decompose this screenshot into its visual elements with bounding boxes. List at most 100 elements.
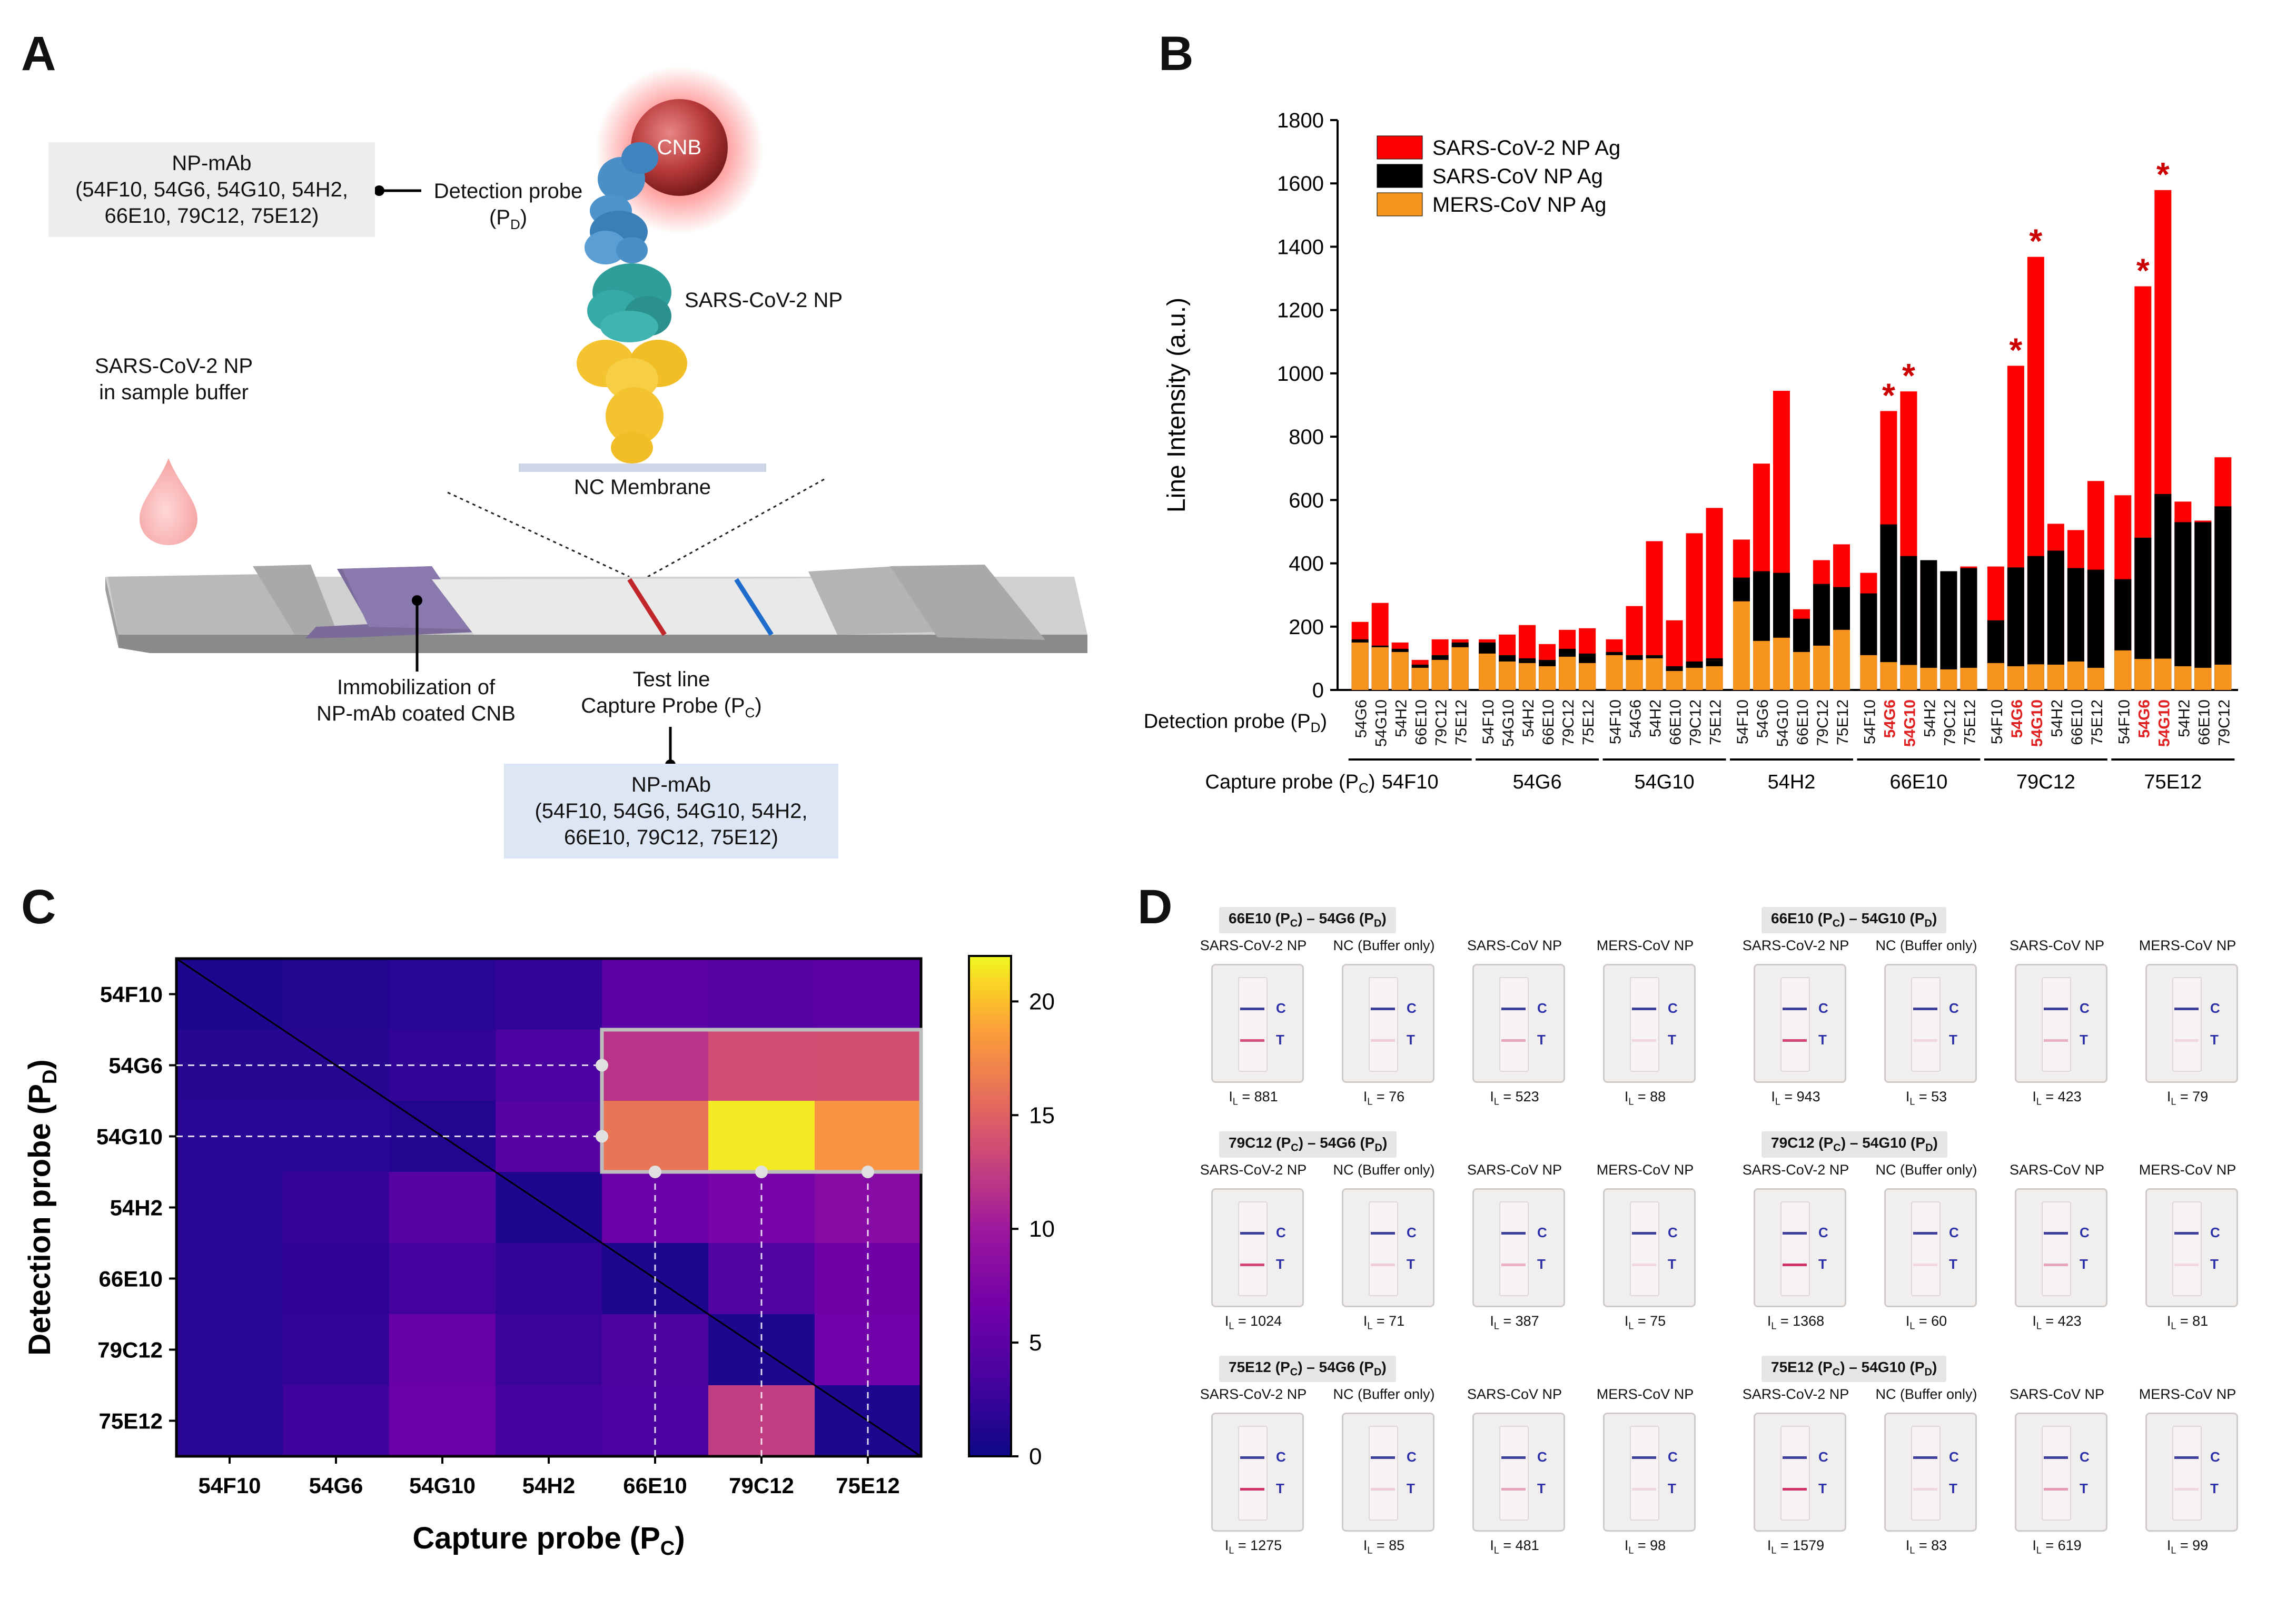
strip-window [1238, 1426, 1268, 1521]
strip-column-label: SARS-CoV NP [1467, 938, 1562, 953]
strip-test-line [1371, 1264, 1395, 1266]
strip-c-marker: C [1668, 1449, 1678, 1465]
detection-tick-label: 54H2 [1921, 699, 1938, 737]
sample-line2: in sample buffer [99, 381, 249, 404]
heatmap-cell [283, 1314, 390, 1386]
bar-mers [1987, 663, 2004, 690]
strip-control-line [2044, 1232, 2068, 1235]
line-intensity-value: IL = 85 [1363, 1537, 1405, 1556]
heatmap-cell [815, 959, 922, 1030]
bar-mers [1686, 667, 1703, 690]
detection-tick-label: 79C12 [1433, 699, 1450, 746]
y-tick-label: 400 [1289, 553, 1324, 576]
strip-test-line [1783, 1488, 1807, 1491]
legend-swatch [1377, 164, 1423, 188]
strip-control-line [1240, 1232, 1264, 1235]
strip-control-line [1371, 1232, 1395, 1235]
bar-mers [1451, 647, 1469, 690]
bar-mers [1666, 670, 1683, 690]
bar-mers [2047, 664, 2064, 690]
detection-probe-label: Detection probe (PD) [424, 178, 592, 233]
strip-column-label: SARS-CoV-2 NP [1742, 1162, 1849, 1178]
detection-tick-label: 54H2 [1520, 699, 1537, 737]
strip-column-label: SARS-CoV-2 NP [1200, 1386, 1307, 1402]
bar-mers [1411, 667, 1429, 690]
strip-t-marker: T [2080, 1256, 2088, 1272]
y-tick-label: 1600 [1277, 172, 1324, 195]
bar-mers [1391, 652, 1409, 690]
bar-mers [1371, 647, 1389, 690]
bar-mers [1793, 652, 1810, 690]
strip-t-marker: T [1537, 1256, 1546, 1272]
strip-window [1780, 977, 1810, 1072]
y-axis-label: Line Intensity (a.u.) [1163, 298, 1191, 512]
strip-window [1780, 1426, 1810, 1521]
panel-a-illustration [105, 66, 1087, 770]
line-intensity-value: IL = 1579 [1767, 1537, 1825, 1556]
strip-column-label: NC (Buffer only) [1333, 1162, 1435, 1178]
detection-tick-label: 79C12 [1814, 699, 1832, 746]
capture-group-label: 66E10 [1889, 771, 1947, 793]
test-line-line1: Test line [632, 668, 710, 691]
line-intensity-value: IL = 53 [1905, 1089, 1947, 1107]
strip-column-label: NC (Buffer only) [1875, 938, 1977, 953]
detection-tick-label: 54H2 [1647, 699, 1665, 737]
strip-window [2042, 1201, 2071, 1296]
heatmap-cell [602, 959, 709, 1030]
x-tick-label: 54F10 [198, 1473, 261, 1498]
strip-control-line [2044, 1456, 2068, 1459]
heatmap-cell [815, 1101, 922, 1172]
detection-tick-label: 54F10 [1480, 699, 1497, 744]
strip-test-line [2044, 1488, 2068, 1491]
strip-window [1630, 1426, 1659, 1521]
line-intensity-value: IL = 1275 [1224, 1537, 1282, 1556]
detection-tick-label: 54H2 [2048, 699, 2066, 737]
heatmap-cell [389, 1172, 496, 1244]
strip-window [1369, 1426, 1398, 1521]
detection-tick-label: 66E10 [1794, 699, 1812, 745]
sample-label: SARS-CoV-2 NP in sample buffer [74, 353, 274, 406]
line-intensity-value: IL = 60 [1905, 1313, 1947, 1331]
heatmap-cell [815, 1030, 922, 1101]
strip-c-marker: C [1949, 1225, 1959, 1240]
detection-probe-line2: (PD) [489, 206, 528, 232]
strip-control-line [1632, 1456, 1656, 1459]
x-tick-label: 66E10 [623, 1473, 687, 1498]
detection-probe-line1: Detection probe [433, 180, 583, 203]
strip-t-marker: T [1537, 1481, 1546, 1496]
x-tick-label: 54H2 [522, 1473, 575, 1498]
strip-column-label: MERS-CoV NP [1596, 938, 1694, 953]
strip-t-marker: T [2080, 1481, 2088, 1496]
strip-test-line [627, 578, 667, 636]
detection-tick-label: 54F10 [1988, 699, 2006, 744]
significance-star: * [1902, 357, 1915, 394]
significance-star: * [2029, 222, 2042, 260]
detection-tick-label: 54G10 [2028, 699, 2046, 747]
y-tick-label: 54H2 [110, 1196, 163, 1220]
detection-tick-label: 79C12 [1941, 699, 1958, 746]
bar-mers [1351, 642, 1369, 690]
legend-swatch [1377, 192, 1423, 216]
detection-tick-label: 79C12 [1687, 699, 1705, 746]
strip-control-line [734, 578, 774, 636]
detection-tick-label: 54G10 [1500, 699, 1517, 747]
strip-c-marker: C [2080, 1225, 2090, 1240]
detection-tick-label: 66E10 [1540, 699, 1557, 745]
strip-c-marker: C [1407, 1449, 1417, 1465]
capture-group-label: 54G6 [1513, 771, 1562, 793]
strip-column-label: SARS-CoV NP [2009, 938, 2105, 953]
strip-c-marker: C [1949, 1000, 1959, 1016]
detection-tick-label: 54G6 [1754, 699, 1772, 738]
strip-control-line [1913, 1456, 1937, 1459]
legend-label: MERS-CoV NP Ag [1432, 193, 1607, 216]
strip-window [1369, 1201, 1398, 1296]
heatmap-cell [176, 1243, 283, 1315]
line-intensity-value: IL = 88 [1624, 1089, 1666, 1107]
capture-group-label: 54F10 [1382, 771, 1439, 793]
heatmap-cell [283, 1243, 390, 1315]
